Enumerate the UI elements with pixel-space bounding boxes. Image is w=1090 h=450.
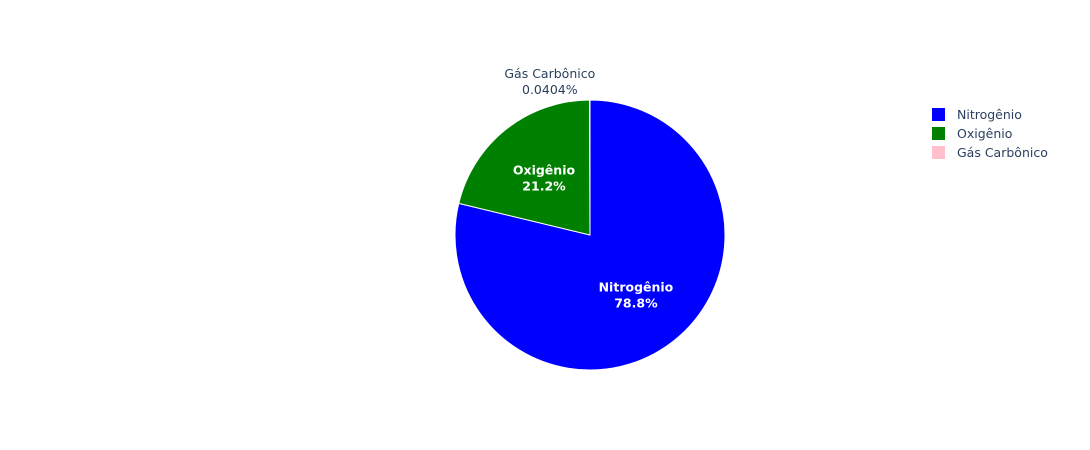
legend-item-gas-carbonico[interactable]: Gás Carbônico [932, 145, 1048, 160]
pie-slice-oxigenio[interactable] [458, 99, 591, 236]
pie-labels: Nitrogênio 78.8% Oxigênio 21.2% Gás Carbônic… [504, 66, 673, 310]
legend[interactable]: Nitrogênio Oxigênio Gás Carbônico [932, 107, 1048, 160]
legend-swatch [932, 108, 945, 121]
legend-item-nitrogenio[interactable]: Nitrogênio [932, 107, 1022, 122]
legend-label: Oxigênio [957, 126, 1012, 141]
legend-swatch [932, 127, 945, 140]
slice-label-nitrogenio: Nitrogênio 78.8% [599, 279, 674, 310]
slice-label-gas-carbonico: Gás Carbônico 0.0404% [504, 66, 595, 97]
legend-label: Gás Carbônico [957, 145, 1048, 160]
slice-label-oxigenio: Oxigênio 21.2% [513, 163, 576, 194]
legend-swatch [932, 146, 945, 159]
legend-item-oxigenio[interactable]: Oxigênio [932, 126, 1012, 141]
legend-label: Nitrogênio [957, 107, 1022, 122]
pie-slices [454, 99, 726, 371]
